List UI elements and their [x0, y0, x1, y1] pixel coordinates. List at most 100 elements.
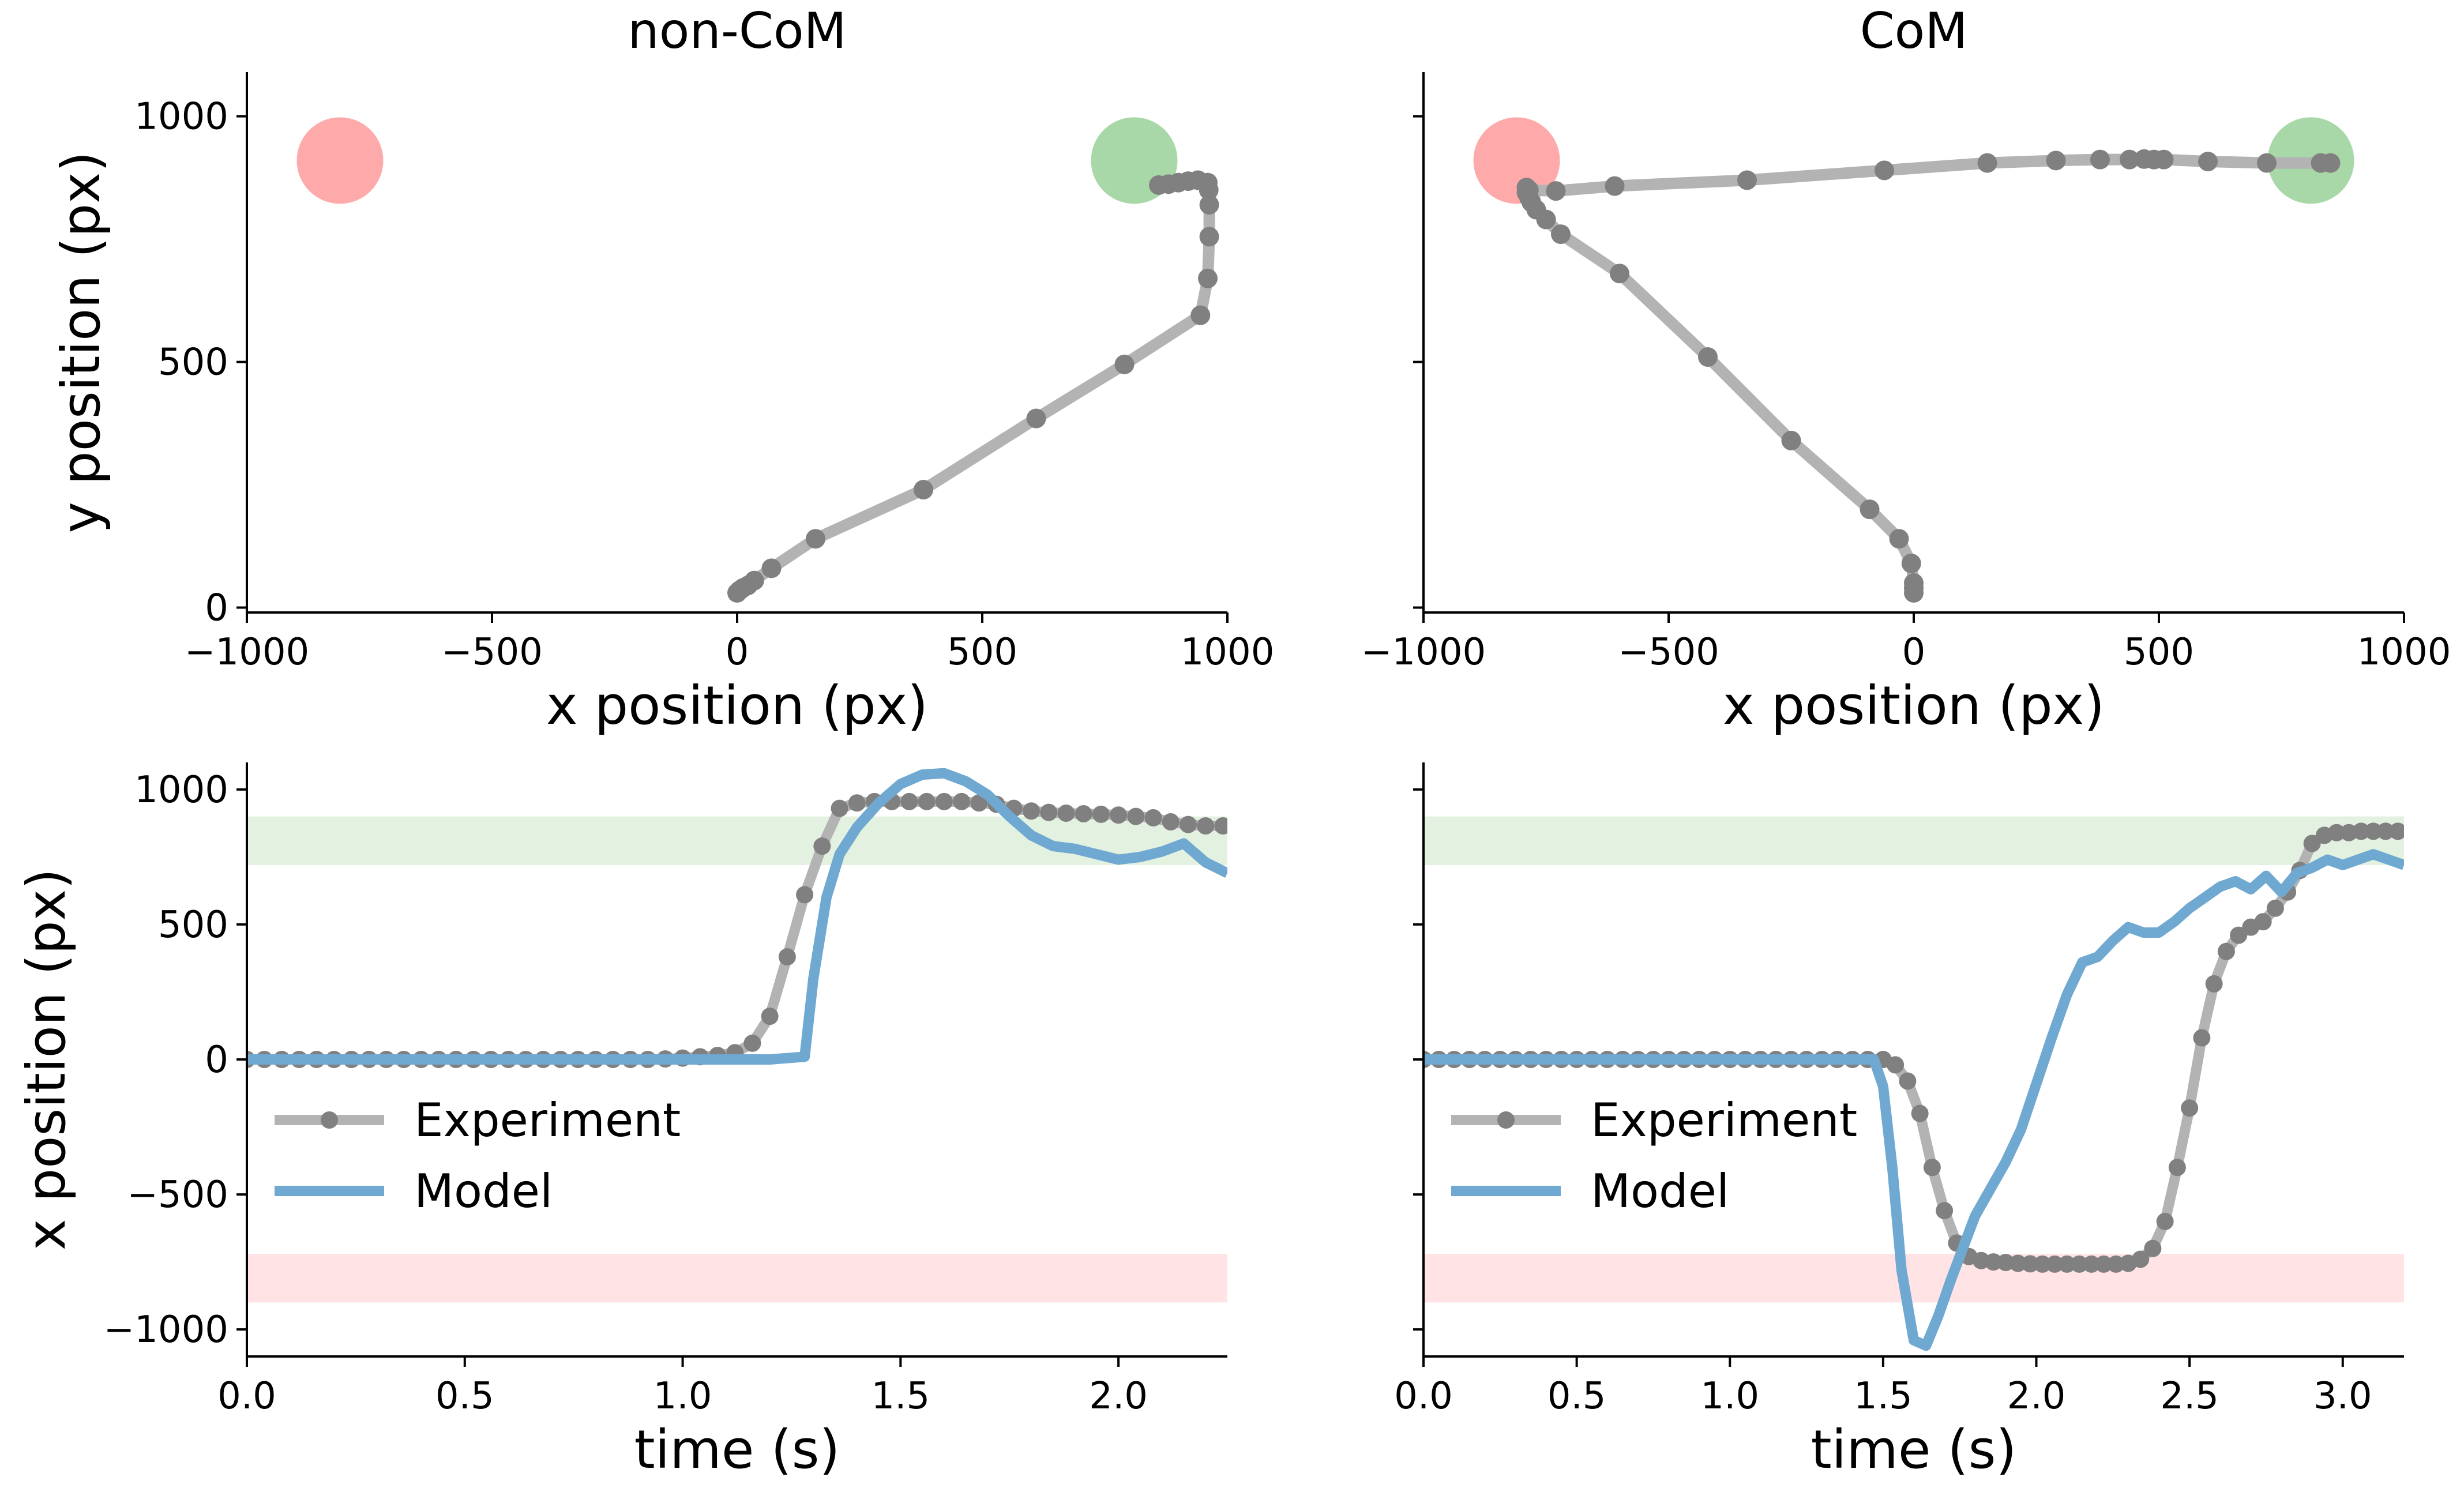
legend-label-experiment: Experiment	[414, 1093, 681, 1147]
data-point	[1698, 347, 1718, 367]
x-axis-label: time (s)	[634, 1419, 840, 1480]
legend-label-model: Model	[414, 1164, 553, 1218]
data-point	[1092, 805, 1110, 823]
x-tick-label: 0	[726, 631, 749, 674]
data-point	[1737, 170, 1757, 190]
x-tick-label: 1000	[2357, 631, 2451, 674]
y-axis-label: x position (px)	[16, 869, 77, 1250]
data-point	[1180, 815, 1197, 833]
x-tick-label: −500	[1618, 631, 1719, 674]
panel-title: non-CoM	[628, 2, 847, 60]
data-point	[2181, 1099, 2199, 1117]
data-point	[2266, 899, 2284, 917]
data-point	[2132, 1250, 2150, 1268]
data-point	[1075, 805, 1092, 822]
y-tick-label: −500	[127, 1174, 228, 1216]
legend: Experiment Model	[1451, 1093, 1857, 1218]
data-point	[1781, 430, 1801, 450]
plot-area	[296, 117, 1219, 603]
y-tick-label: 1000	[134, 769, 228, 811]
data-point	[1899, 1072, 1917, 1090]
distractor-target-band	[1423, 1254, 2404, 1303]
data-point	[1936, 1202, 1954, 1220]
data-point	[2046, 151, 2066, 171]
x-tick-label: 1.0	[1700, 1375, 1759, 1418]
x-axis-label: x position (px)	[1723, 675, 2105, 736]
data-point	[2046, 1255, 2064, 1273]
x-tick-label: 0.0	[217, 1375, 276, 1418]
data-point	[1023, 802, 1040, 820]
correct-target-band	[1423, 816, 2404, 865]
x-tick-label: 3.0	[2313, 1375, 2372, 1418]
x-tick-label: 1.5	[1854, 1375, 1913, 1418]
x-tick-label: 0.0	[1394, 1375, 1453, 1418]
data-point	[1149, 175, 1169, 195]
panel-bottom-right: 0.0 0.5 1.0 1.5 2.0 2.5 3.0 time (s) Experiment M…	[1394, 762, 2404, 1480]
data-point	[1904, 573, 1924, 593]
distractor-target-circle	[1473, 117, 1560, 204]
experiment-line	[1423, 826, 2398, 1269]
data-point	[1026, 408, 1046, 429]
y-tick-label: 500	[158, 904, 228, 946]
x-tick-label: −1000	[1361, 631, 1486, 674]
data-point	[1977, 153, 1997, 173]
x-tick-label: 1.0	[653, 1375, 712, 1418]
data-point	[2377, 822, 2395, 840]
data-point	[935, 792, 953, 810]
y-tick-label: −1000	[104, 1309, 229, 1351]
x-tick-label: 2.0	[2007, 1375, 2066, 1418]
data-point	[2090, 149, 2110, 170]
data-point	[2303, 835, 2321, 852]
model-line	[247, 768, 1227, 1065]
data-point	[2058, 1255, 2076, 1273]
trajectory-line	[1520, 153, 2331, 594]
data-point	[1901, 553, 1921, 573]
legend: Experiment Model	[275, 1093, 681, 1218]
data-point	[2193, 1029, 2211, 1047]
data-point	[2034, 1255, 2052, 1273]
y-tick-label: 1000	[134, 96, 228, 138]
data-point	[1199, 194, 1219, 215]
data-point	[900, 792, 918, 810]
data-point	[1162, 813, 1180, 830]
legend-marker	[321, 1111, 338, 1129]
data-point	[953, 792, 971, 810]
panel-top-left: −1000 −500 0 500 1000 0 500 1000 non-CoM x positi…	[50, 2, 1274, 736]
data-point	[2257, 153, 2277, 173]
x-tick-label: 1000	[1181, 631, 1275, 674]
data-point	[914, 480, 933, 500]
data-point	[1887, 1056, 1905, 1074]
data-point	[2320, 153, 2341, 173]
data-point	[2120, 149, 2139, 170]
trajectory-line	[733, 174, 1215, 597]
data-point	[1985, 1253, 2003, 1271]
data-point	[2230, 926, 2248, 944]
data-point	[2070, 1255, 2088, 1273]
data-point	[2156, 1212, 2174, 1230]
y-tick-label: 0	[205, 587, 228, 629]
data-point	[2198, 152, 2218, 172]
data-point	[1197, 817, 1215, 835]
data-point	[1198, 268, 1218, 288]
data-point	[2328, 824, 2346, 841]
data-point	[1144, 809, 1162, 826]
data-point	[1610, 264, 1629, 284]
legend-label-model: Model	[1591, 1164, 1729, 1218]
data-point	[1199, 227, 1219, 247]
x-tick-label: 2.0	[1089, 1375, 1148, 1418]
data-point	[761, 1008, 779, 1025]
data-point	[2168, 1159, 2186, 1177]
data-point	[1040, 803, 1058, 821]
data-point	[796, 886, 814, 904]
legend-marker	[1497, 1111, 1515, 1129]
data-point	[1546, 181, 1566, 201]
data-point	[2095, 1255, 2113, 1273]
data-point	[2352, 822, 2370, 840]
x-tick-label: 0.5	[435, 1375, 494, 1418]
x-tick-label: 2.5	[2160, 1375, 2219, 1418]
data-point	[806, 529, 825, 549]
data-point	[1190, 305, 1211, 325]
data-point	[2144, 1239, 2162, 1257]
data-point	[1997, 1254, 2015, 1272]
